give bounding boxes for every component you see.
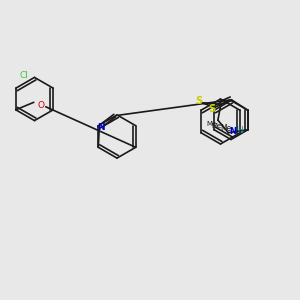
Text: S: S	[195, 96, 202, 106]
Text: S: S	[208, 104, 215, 114]
Text: Me: Me	[211, 123, 221, 129]
Text: N: N	[230, 127, 236, 136]
Text: O: O	[38, 101, 45, 110]
Text: Me: Me	[207, 121, 217, 127]
Text: H: H	[238, 127, 243, 136]
Text: Cl: Cl	[20, 71, 28, 80]
Text: Me: Me	[220, 124, 231, 133]
Text: N: N	[97, 123, 104, 132]
